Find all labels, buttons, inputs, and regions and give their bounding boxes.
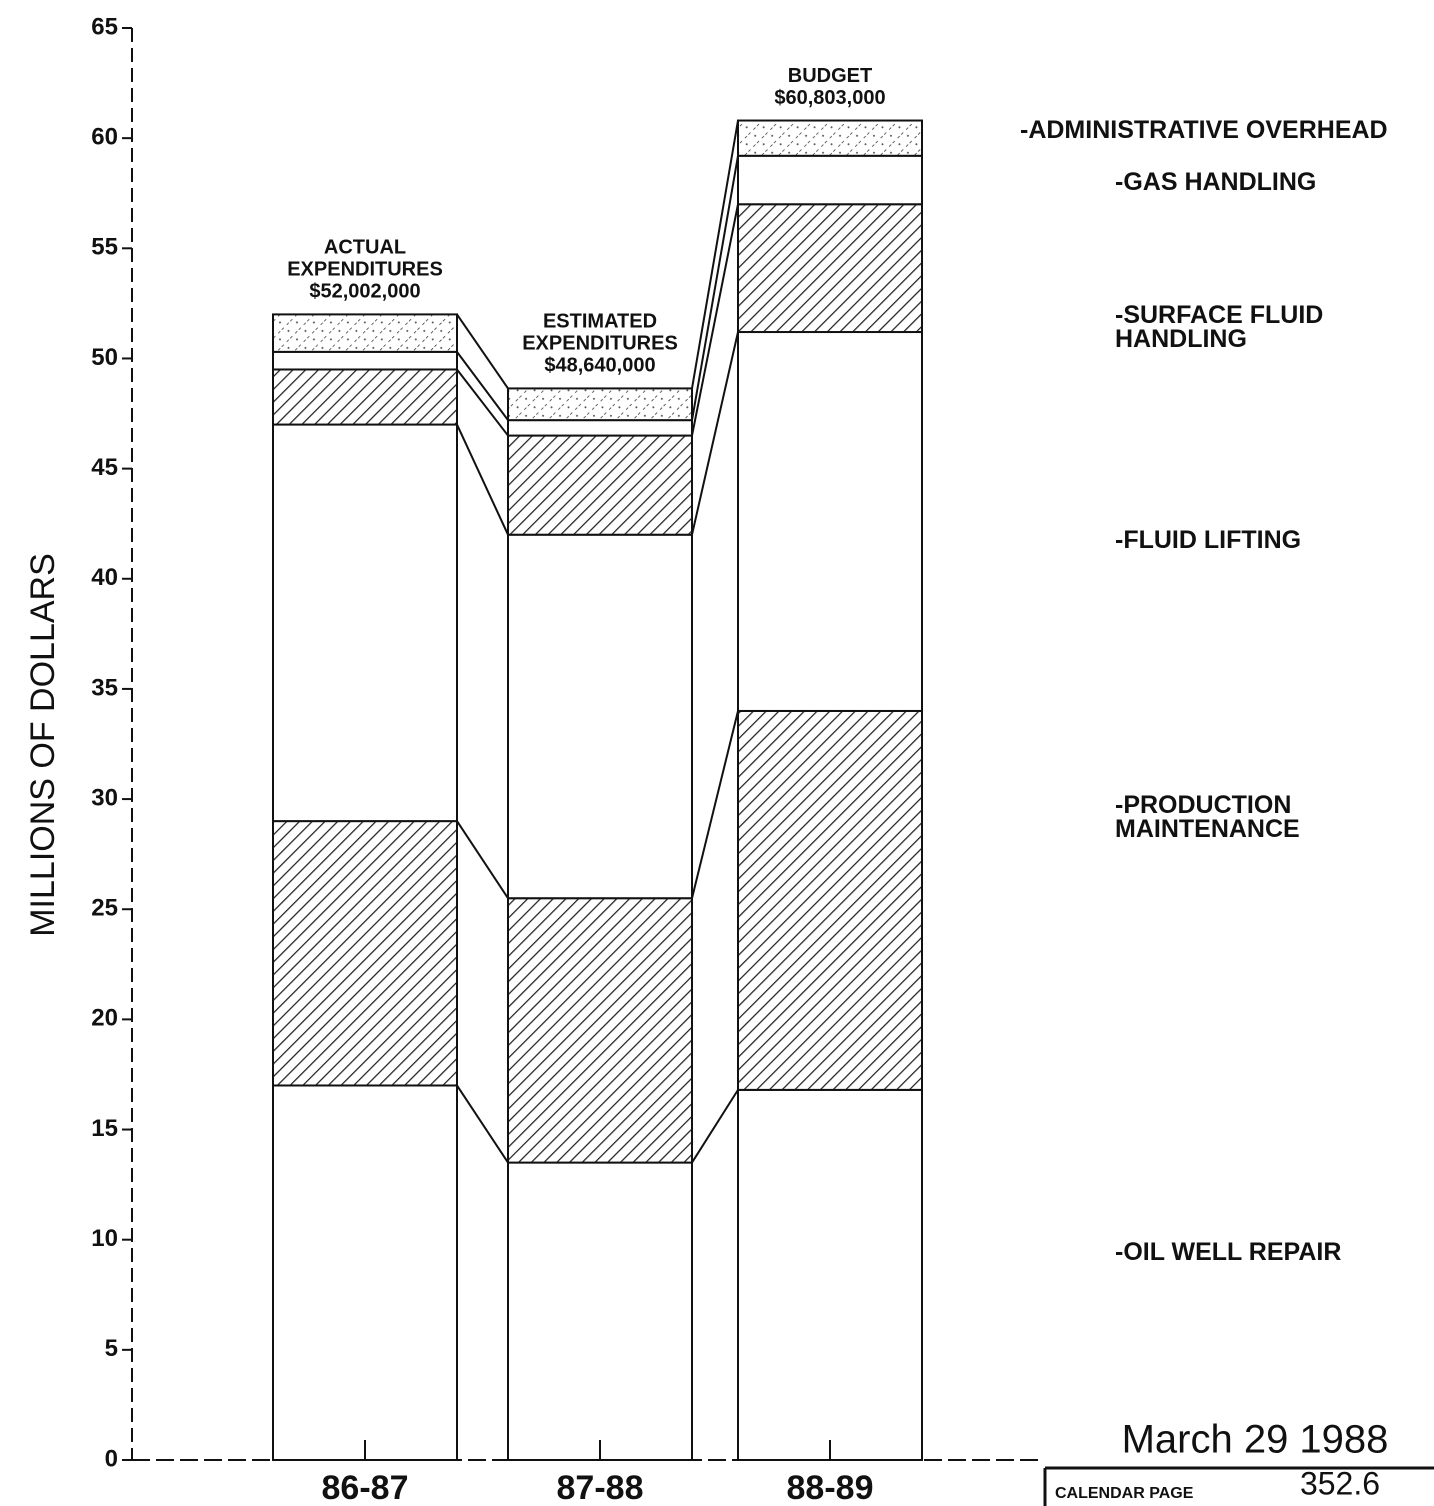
bar-segment bbox=[507, 533, 693, 900]
y-tick-label: 35 bbox=[91, 674, 118, 701]
connector bbox=[456, 820, 509, 899]
y-tick-label: 10 bbox=[91, 1225, 118, 1252]
connector bbox=[456, 368, 509, 437]
connector bbox=[691, 204, 739, 436]
bar-segment bbox=[507, 1161, 693, 1461]
bar-segment bbox=[507, 387, 693, 422]
bar-segment bbox=[737, 119, 923, 157]
y-tick-label: 25 bbox=[91, 895, 118, 922]
bar-annotation: $48,640,000 bbox=[544, 355, 655, 377]
bar-annotation: EXPENDITURES bbox=[522, 333, 678, 355]
y-tick-label: 65 bbox=[91, 13, 118, 40]
bar-segment bbox=[272, 1084, 458, 1461]
y-tick-label: 0 bbox=[105, 1445, 118, 1472]
connector bbox=[691, 710, 739, 899]
bar-segment bbox=[737, 709, 923, 1091]
x-tick-label: 87-88 bbox=[557, 1469, 644, 1506]
legend-label: -OIL WELL REPAIR bbox=[1115, 1238, 1342, 1266]
bar-segment bbox=[272, 368, 458, 426]
connector bbox=[456, 1084, 509, 1164]
connector bbox=[691, 331, 739, 535]
connector bbox=[691, 1089, 739, 1164]
calendar-page: 352.6 bbox=[1300, 1465, 1380, 1501]
bar-segment bbox=[272, 313, 458, 353]
y-tick-label: 40 bbox=[91, 564, 118, 591]
bar-annotation: ACTUAL bbox=[324, 237, 406, 259]
bar-annotation: BUDGET bbox=[788, 65, 872, 87]
bar-segment bbox=[737, 1088, 923, 1461]
legend-label: -SURFACE FLUID HANDLING bbox=[1115, 301, 1324, 353]
legend-label: -GAS HANDLING bbox=[1115, 168, 1317, 196]
y-tick-label: 5 bbox=[105, 1335, 118, 1362]
y-tick-label: 30 bbox=[91, 784, 118, 811]
x-tick-label: 86-87 bbox=[322, 1469, 409, 1506]
legend-label: -PRODUCTION MAINTENANCE bbox=[1115, 791, 1300, 843]
y-tick-label: 15 bbox=[91, 1115, 118, 1142]
y-tick-label: 20 bbox=[91, 1005, 118, 1032]
connector bbox=[456, 351, 509, 421]
y-tick-label: 50 bbox=[91, 344, 118, 371]
bar-annotation: $60,803,000 bbox=[774, 87, 885, 109]
bar-annotation: EXPENDITURES bbox=[287, 259, 443, 281]
bar-segment bbox=[737, 203, 923, 334]
connector bbox=[691, 120, 739, 389]
bar-segment bbox=[507, 897, 693, 1164]
bar-segment bbox=[507, 434, 693, 536]
connector bbox=[691, 155, 739, 421]
bar-segment bbox=[737, 331, 923, 712]
bar-annotation: $52,002,000 bbox=[309, 281, 420, 303]
bar-segment bbox=[737, 154, 923, 206]
y-axis-label: MILLIONS OF DOLLARS bbox=[24, 553, 62, 937]
connector bbox=[456, 313, 509, 389]
date-stamp: March 29 1988 bbox=[1122, 1418, 1389, 1462]
y-tick-label: 60 bbox=[91, 123, 118, 150]
connector bbox=[456, 424, 509, 536]
bar-segment bbox=[272, 423, 458, 823]
calendar-label: CALENDAR PAGE bbox=[1055, 1485, 1194, 1502]
bar-annotation: ESTIMATED bbox=[543, 311, 657, 333]
legend-label: -FLUID LIFTING bbox=[1115, 526, 1302, 554]
y-tick-label: 55 bbox=[91, 234, 118, 261]
x-tick-label: 88-89 bbox=[787, 1469, 874, 1506]
bar-segment bbox=[507, 419, 693, 437]
bar-segment bbox=[272, 820, 458, 1087]
legend-label: -ADMINISTRATIVE OVERHEAD bbox=[1020, 116, 1388, 144]
y-tick-label: 45 bbox=[91, 454, 118, 481]
bar-segment bbox=[272, 350, 458, 371]
